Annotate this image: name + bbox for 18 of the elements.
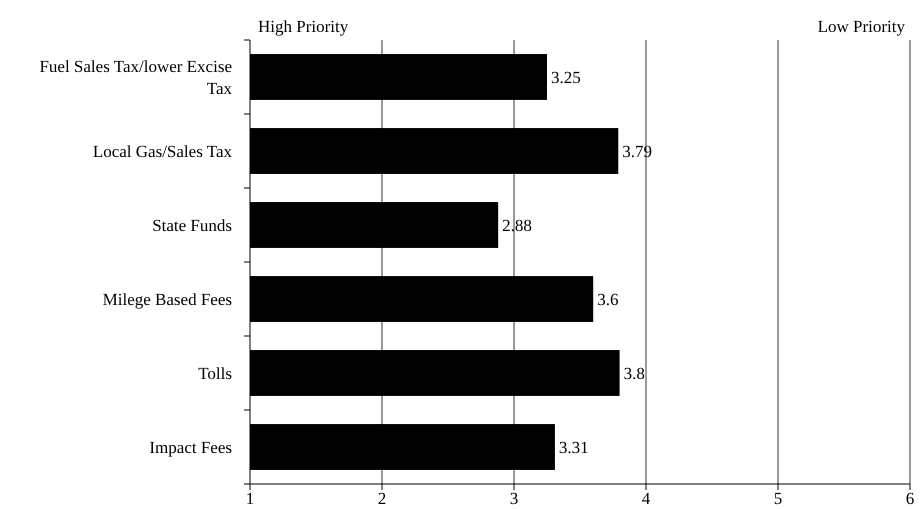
x-tick-label: 6 — [906, 489, 914, 508]
x-tick-label: 3 — [510, 489, 518, 508]
y-tick-label: Impact Fees — [149, 438, 232, 457]
y-tick-label: State Funds — [152, 216, 232, 235]
x-tick-label: 1 — [246, 489, 254, 508]
text: High Priority — [258, 17, 349, 36]
text: Low Priority — [818, 17, 906, 36]
x-tick-label: 5 — [774, 489, 782, 508]
data-label: 3.31 — [558, 438, 589, 457]
y-tick-label: Tolls — [198, 364, 232, 383]
x-tick-label: 4 — [642, 489, 651, 508]
data-label: 3.25 — [551, 68, 581, 87]
data-label: 3.6 — [597, 290, 618, 309]
x-tick-label: 2 — [378, 489, 386, 508]
data-label: 3.8 — [624, 364, 645, 383]
y-tick-label: Milege Based Fees — [102, 290, 232, 309]
y-tick-label: Fuel Sales Tax/lower Excise Tax — [39, 56, 232, 98]
y-tick-label: Local Gas/Sales Tax — [92, 142, 232, 161]
